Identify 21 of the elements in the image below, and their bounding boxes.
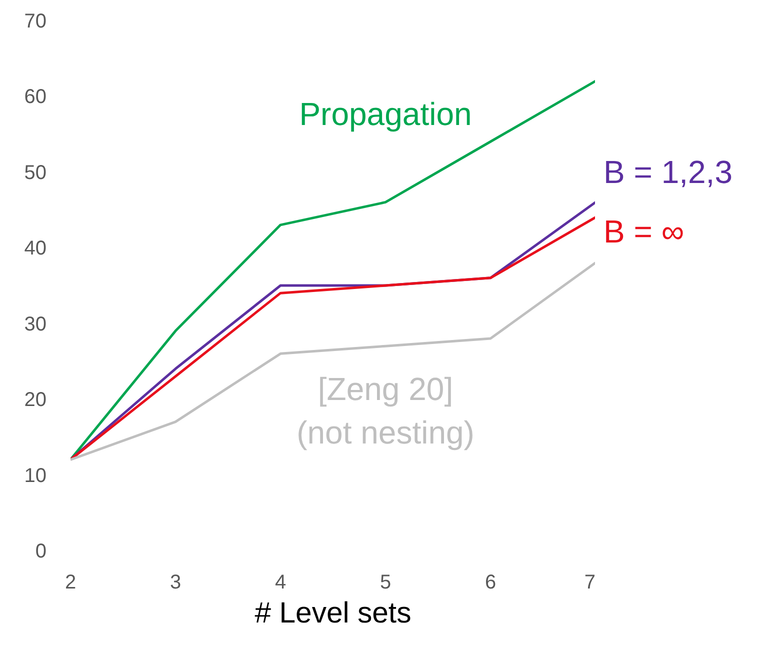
y-tick-label: 30 [24,313,47,336]
series-label: B = ∞ [604,213,684,250]
series-label: B = 1,2,3 [604,154,732,190]
y-tick-label: 50 [24,162,47,184]
x-tick-label: 2 [64,572,76,594]
y-tick-label: 0 [35,540,46,562]
x-axis-title: # Level sets [254,596,412,630]
x-tick-label: 7 [584,572,596,594]
y-tick-label: 70 [24,10,47,32]
line-series [70,262,595,461]
y-tick-label: 10 [24,464,47,487]
x-tick-label: 5 [380,572,392,594]
y-tick-label: 20 [24,389,47,412]
series-label: [Zeng 20] (not nesting) [296,371,474,450]
x-tick-label: 3 [170,572,182,594]
y-tick-label: 60 [24,86,47,108]
series-label: Propagation [299,96,472,132]
y-tick-label: 40 [24,238,47,260]
x-tick-label: 4 [274,572,286,594]
line-series [70,80,595,461]
x-tick-label: 6 [484,572,496,594]
